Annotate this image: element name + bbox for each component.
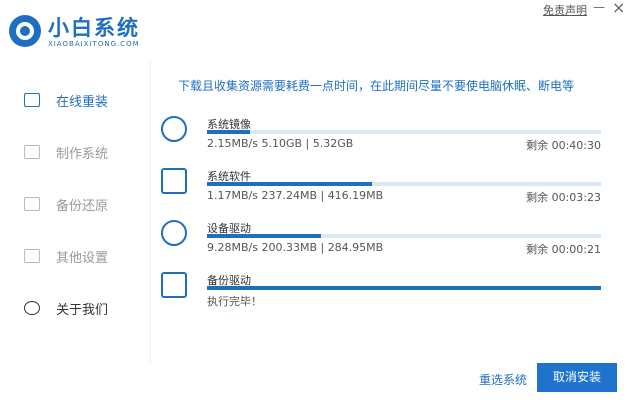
progress-fill [207,182,373,186]
download-name: 设备驱动 [207,222,251,235]
sidebar-item[interactable]: 关于我们 [56,303,109,318]
reselect-button[interactable]: 重选系统 [479,373,528,387]
download-icon [161,168,187,194]
download-remaining: 剩余 00:40:30 [526,139,601,152]
download-info: 9.28MB/s 200.33MB | 284.95MB [207,241,384,254]
download-icon [161,220,187,246]
disclaimer-link[interactable]: 免责声明 [543,4,587,17]
download-info: 2.15MB/s 5.10GB | 5.32GB [207,137,354,150]
progress-fill [207,234,322,238]
sidebar-item[interactable]: 制作系统 [56,147,109,162]
sidebar-icon [24,93,40,107]
download-icon [161,272,187,298]
sidebar-item[interactable]: 在线重装 [56,95,109,110]
notice: 下载且收集资源需要耗费一点时间，在此期间尽量不要使电脑休眠、断电等 [178,79,575,93]
download-name: 备份驱动 [207,274,251,287]
download-remaining: 剩余 00:00:21 [526,243,601,256]
progress-track [207,182,601,186]
sidebar-item[interactable]: 其他设置 [56,251,109,266]
download-name: 系统软件 [207,170,251,183]
cancel-button[interactable]: 取消安装 [537,363,617,392]
close-button[interactable]: × [612,0,626,17]
download-info: 执行完毕！ [207,295,262,308]
download-info: 1.17MB/s 237.24MB | 416.19MB [207,189,384,202]
progress-track [207,130,601,134]
sidebar-item[interactable]: 备份还原 [56,199,109,214]
progress-fill [207,286,601,290]
logo-title: 小白系统 [48,16,140,40]
sidebar-icon [24,301,40,315]
sidebar-icon [24,145,40,159]
download-remaining: 剩余 00:03:23 [526,191,601,204]
download-name: 系统镜像 [207,118,251,131]
sidebar-icon [24,197,40,211]
logo-subtitle: XIAOBAIXITONG.COM [48,40,140,48]
progress-fill [207,130,251,134]
logo-icon [9,15,41,47]
progress-track [207,234,601,238]
sidebar-icon [24,249,40,263]
minimize-button[interactable]: — [593,0,605,14]
divider [150,62,151,362]
download-icon [161,116,187,142]
